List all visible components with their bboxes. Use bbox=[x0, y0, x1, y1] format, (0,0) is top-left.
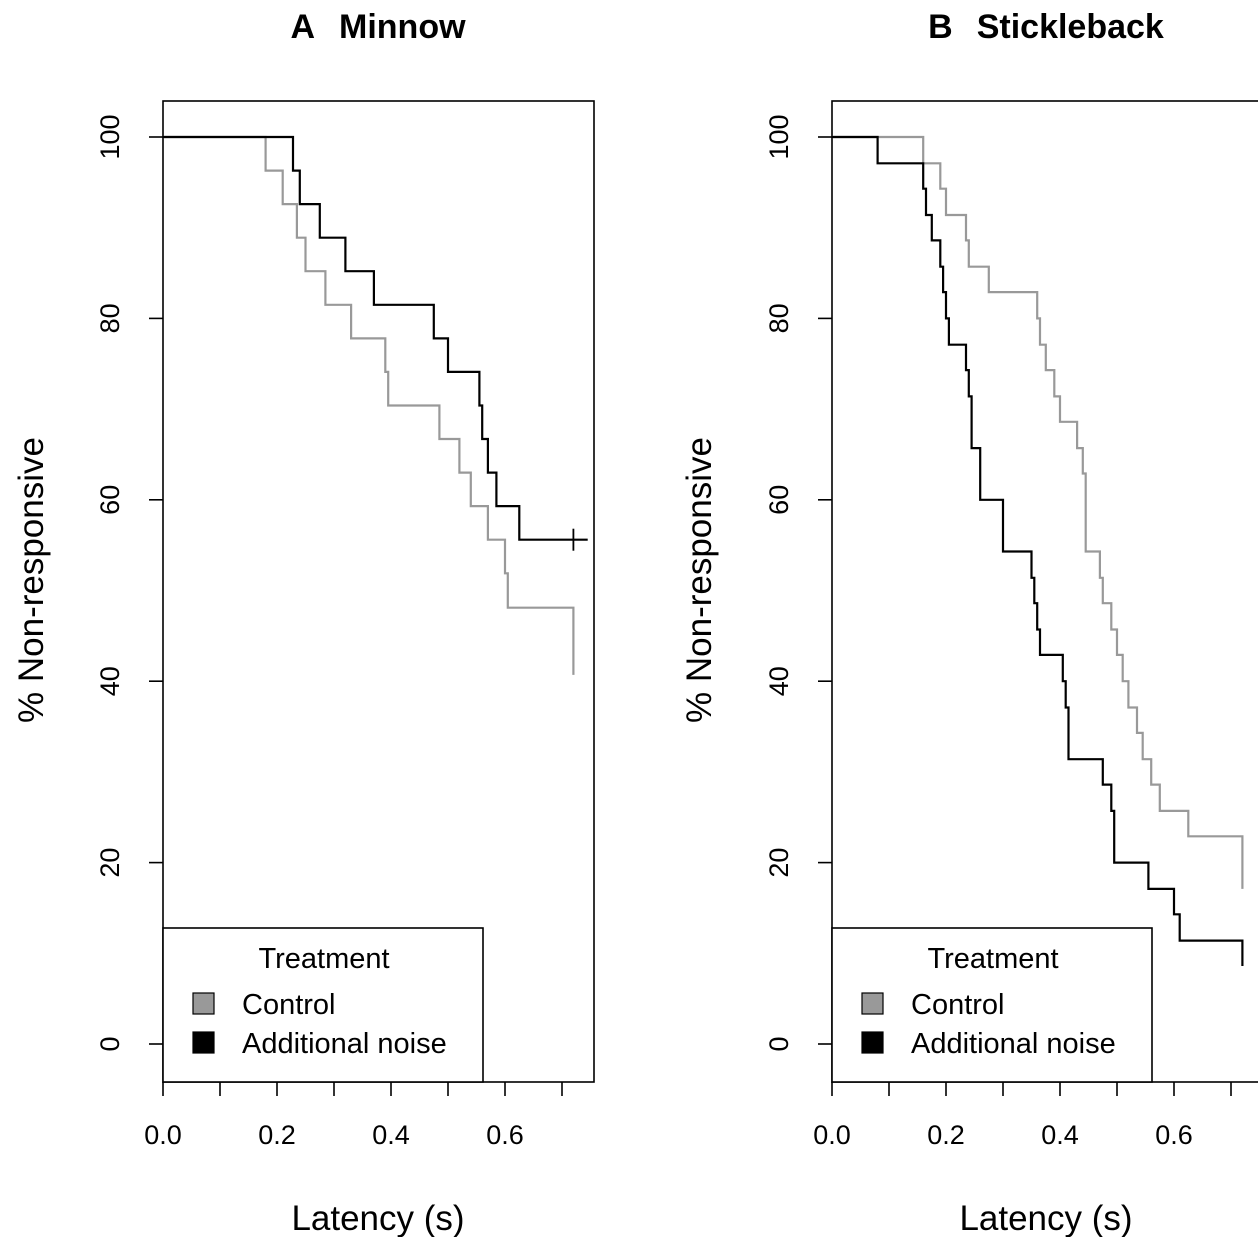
y-tick-label: 60 bbox=[95, 485, 125, 515]
legend-box bbox=[162, 927, 484, 1083]
legend-swatch-control bbox=[861, 992, 884, 1015]
legend-title: Treatment bbox=[258, 943, 389, 975]
axes: 0.0 0.2 0.4 0.6 0 20 40 60 80 100 bbox=[764, 100, 1258, 1150]
y-tick-label: 40 bbox=[764, 666, 794, 696]
series-line-control bbox=[163, 135, 575, 675]
series-line-control bbox=[832, 135, 1244, 889]
x-tick-label: 0.0 bbox=[144, 1120, 182, 1150]
legend-item-additional-noise: Additional noise bbox=[242, 1028, 447, 1060]
y-tick-label: 80 bbox=[95, 303, 125, 333]
series-line-additional-noise bbox=[832, 135, 1244, 966]
legend-swatch-additional-noise bbox=[192, 1031, 215, 1054]
series-line-additional-noise bbox=[163, 135, 588, 541]
legend-swatch-additional-noise bbox=[861, 1031, 884, 1054]
legend: Treatment Control Additional noise bbox=[162, 927, 484, 1083]
legend-title: Treatment bbox=[927, 943, 1058, 975]
y-axis-label: % Non-responsive bbox=[680, 437, 719, 723]
y-tick-label: 0 bbox=[95, 1036, 125, 1051]
legend-item-additional-noise: Additional noise bbox=[911, 1028, 1116, 1060]
plot-area bbox=[163, 135, 588, 675]
legend: Treatment Control Additional noise bbox=[831, 927, 1153, 1083]
y-tick-label: 40 bbox=[95, 666, 125, 696]
legend-item-control: Control bbox=[911, 989, 1005, 1021]
plot-area bbox=[832, 135, 1244, 966]
x-tick-label: 0.6 bbox=[1155, 1120, 1193, 1150]
axes: 0.0 0.2 0.4 0.6 0 20 40 60 80 100 bbox=[95, 100, 595, 1150]
x-tick-label: 0.6 bbox=[486, 1120, 524, 1150]
y-tick-label: 100 bbox=[764, 114, 794, 159]
y-tick-label: 80 bbox=[764, 303, 794, 333]
legend-swatch-control bbox=[192, 992, 215, 1015]
y-tick-label: 0 bbox=[764, 1036, 794, 1051]
legend-box bbox=[831, 927, 1153, 1083]
x-tick-label: 0.0 bbox=[813, 1120, 851, 1150]
x-tick-label: 0.2 bbox=[258, 1120, 296, 1150]
x-tick-label: 0.4 bbox=[372, 1120, 410, 1150]
panel-minnow: A Minnow Latency (s) % Non-responsive 0.0… bbox=[12, 8, 595, 1237]
y-tick-label: 20 bbox=[764, 848, 794, 878]
legend-item-control: Control bbox=[242, 989, 336, 1021]
y-tick-label: 60 bbox=[764, 485, 794, 515]
x-tick-label: 0.4 bbox=[1041, 1120, 1079, 1150]
y-tick-label: 20 bbox=[95, 848, 125, 878]
panel-a-title: A Minnow bbox=[290, 8, 466, 46]
y-tick-label: 100 bbox=[95, 114, 125, 159]
panel-b-title: B Stickleback bbox=[928, 8, 1164, 46]
x-axis-label: Latency (s) bbox=[959, 1199, 1132, 1237]
panel-stickleback: B Stickleback Latency (s) % Non-responsiv… bbox=[680, 8, 1258, 1237]
x-axis-label: Latency (s) bbox=[291, 1199, 464, 1237]
x-tick-label: 0.2 bbox=[927, 1120, 965, 1150]
y-axis-label: % Non-responsive bbox=[12, 437, 51, 723]
